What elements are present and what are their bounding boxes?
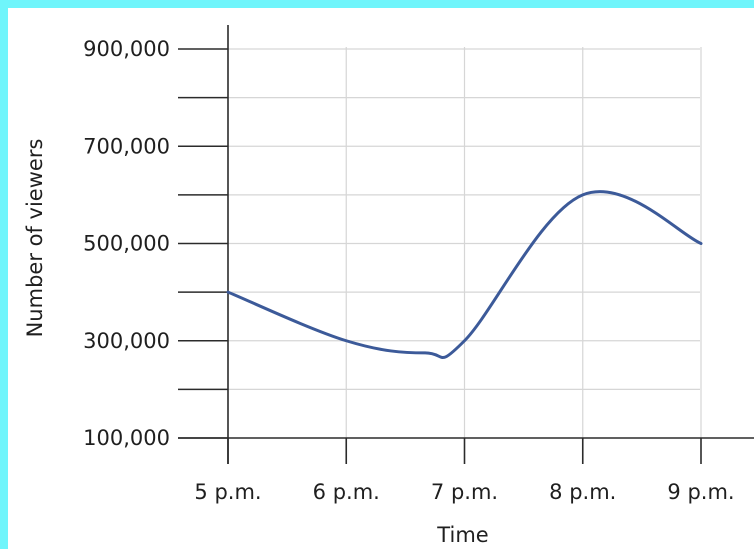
tick-marks: [178, 48, 702, 464]
x-tick-label: 9 p.m.: [667, 480, 734, 504]
y-axis-title: Number of viewers: [23, 139, 47, 338]
x-tick-label: 7 p.m.: [431, 480, 498, 504]
x-axis-title: Time: [436, 523, 488, 547]
grid-lines: [228, 47, 702, 438]
x-tick-label: 5 p.m.: [194, 480, 261, 504]
frame-border-left: [0, 0, 8, 549]
tick-labels: 100,000 300,000 500,000 700,000 900,000 5 p.m…: [83, 37, 734, 504]
y-tick-label: 900,000: [83, 37, 170, 61]
x-tick-label: 8 p.m.: [549, 480, 616, 504]
x-tick-label: 6 p.m.: [313, 480, 380, 504]
y-tick-label: 300,000: [83, 329, 170, 353]
series: [226, 190, 703, 360]
series-line: [226, 190, 703, 360]
y-tick-label: 100,000: [83, 426, 170, 450]
axes: [178, 25, 754, 464]
y-tick-label: 700,000: [83, 134, 170, 158]
frame-border-top: [0, 0, 754, 8]
y-tick-label: 500,000: [83, 232, 170, 256]
